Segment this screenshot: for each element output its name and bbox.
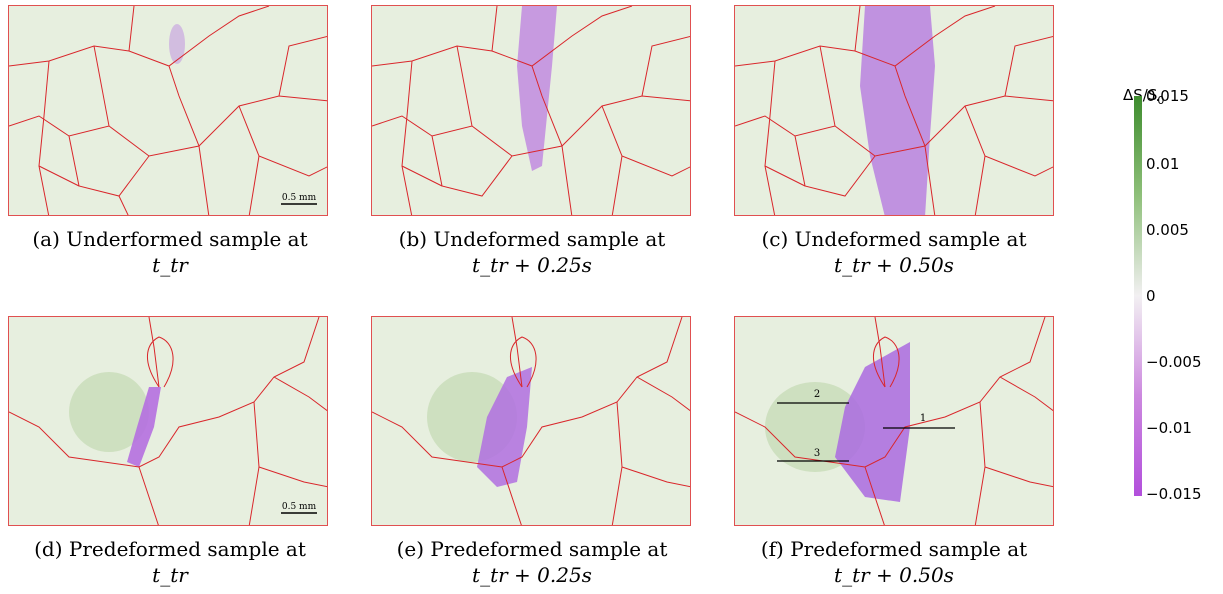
caption-text-b: Undeformed sample at bbox=[433, 227, 666, 251]
caption-label-a: (a) bbox=[32, 227, 60, 251]
caption-d: (d) Predeformed sample at t_tr bbox=[0, 536, 340, 588]
caption-text-d: Predeformed sample at bbox=[68, 537, 306, 561]
strain-map-c bbox=[734, 5, 1054, 216]
caption-math-f: t_tr + 0.50s bbox=[834, 563, 954, 587]
caption-label-f: (f) bbox=[760, 537, 784, 561]
profile-label-3: 3 bbox=[814, 448, 820, 459]
caption-c: (c) Undeformed sample at t_tr + 0.50s bbox=[724, 226, 1064, 278]
caption-text-a: Underformed sample at bbox=[66, 227, 308, 251]
profile-label-2: 2 bbox=[814, 389, 820, 400]
scale-bar-label-a: 0.5 mm bbox=[282, 193, 317, 203]
colorbar-tick-0: 0.015 bbox=[1146, 87, 1189, 105]
colorbar-title-main: ΔS/S bbox=[1123, 86, 1158, 104]
caption-label-c: (c) bbox=[761, 227, 789, 251]
caption-b: (b) Undeformed sample at t_tr + 0.25s bbox=[362, 226, 702, 278]
caption-math-d: t_tr bbox=[152, 563, 188, 587]
colorbar-title-subscript: 0 bbox=[1157, 94, 1165, 107]
caption-label-d: (d) bbox=[34, 537, 63, 561]
colorbar-gradient bbox=[1134, 96, 1142, 496]
caption-f: (f) Predeformed sample at t_tr + 0.50s bbox=[724, 536, 1064, 588]
caption-text-f: Predeformed sample at bbox=[790, 537, 1028, 561]
colorbar-tick-2: 0.005 bbox=[1146, 221, 1189, 239]
colorbar-tick-1: 0.01 bbox=[1146, 155, 1180, 173]
strain-map-a: 0.5 mm bbox=[8, 5, 328, 216]
caption-text-e: Predeformed sample at bbox=[430, 537, 668, 561]
strain-map-d: 0.5 mm bbox=[8, 316, 328, 526]
colorbar-tick-4: −0.005 bbox=[1146, 353, 1202, 371]
strain-map-b bbox=[371, 5, 691, 216]
strain-map-e bbox=[371, 316, 691, 526]
caption-text-c: Undeformed sample at bbox=[794, 227, 1027, 251]
strain-map-f: 1 2 3 bbox=[734, 316, 1054, 526]
colorbar-tick-5: −0.01 bbox=[1146, 419, 1192, 437]
caption-label-e: (e) bbox=[396, 537, 425, 561]
colorbar-title: ΔS/S0 bbox=[1123, 86, 1164, 107]
caption-math-b: t_tr + 0.25s bbox=[472, 253, 592, 277]
colorbar-tick-3: 0 bbox=[1146, 287, 1156, 305]
caption-e: (e) Predeformed sample at t_tr + 0.25s bbox=[362, 536, 702, 588]
scale-bar-label-d: 0.5 mm bbox=[282, 502, 317, 512]
colorbar-tick-6: −0.015 bbox=[1146, 485, 1202, 503]
caption-math-a: t_tr bbox=[152, 253, 188, 277]
caption-math-e: t_tr + 0.25s bbox=[472, 563, 592, 587]
caption-label-b: (b) bbox=[398, 227, 428, 251]
profile-label-1: 1 bbox=[920, 413, 926, 424]
caption-a: (a) Underformed sample at t_tr bbox=[0, 226, 340, 278]
caption-math-c: t_tr + 0.50s bbox=[834, 253, 954, 277]
